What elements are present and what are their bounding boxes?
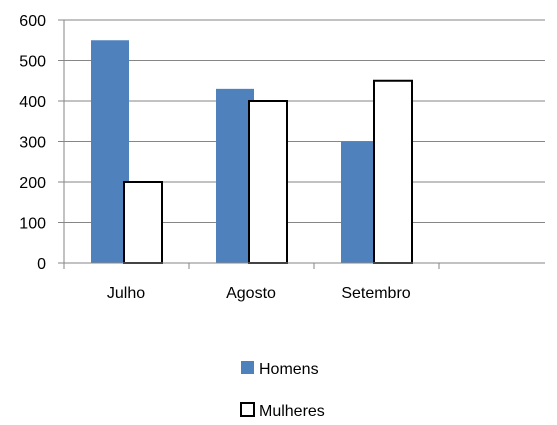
legend-label-mulheres: Mulheres (259, 403, 325, 420)
x-tick-label-agosto: Agosto (226, 285, 276, 302)
x-tick-label-julho: Julho (107, 285, 145, 302)
bar-mulheres-agosto (248, 100, 288, 264)
legend-label-homens: Homens (259, 361, 319, 378)
y-tick-label-0: 0 (37, 256, 46, 273)
y-tick-label-300: 300 (19, 135, 46, 152)
y-tick-label-400: 400 (19, 94, 46, 111)
bars (91, 40, 413, 264)
tick-labels: 0 100 200 300 400 500 600 Julho Agosto Setembro (19, 13, 410, 302)
bar-homens-julho (91, 40, 129, 263)
y-tick-label-100: 100 (19, 216, 46, 233)
bar-homens-setembro (341, 141, 379, 263)
bar-mulheres-setembro (373, 79, 413, 264)
y-tick-label-600: 600 (19, 13, 46, 30)
axes (58, 19, 545, 269)
x-tick-label-setembro: Setembro (341, 285, 410, 302)
legend: Homens Mulheres (240, 361, 325, 420)
legend-swatch-mulheres (240, 402, 255, 417)
legend-swatch-homens (241, 361, 254, 374)
bar-mulheres-julho (123, 181, 163, 264)
y-tick-label-200: 200 (19, 175, 46, 192)
y-tick-label-500: 500 (19, 54, 46, 71)
bar-homens-agosto (216, 88, 254, 263)
